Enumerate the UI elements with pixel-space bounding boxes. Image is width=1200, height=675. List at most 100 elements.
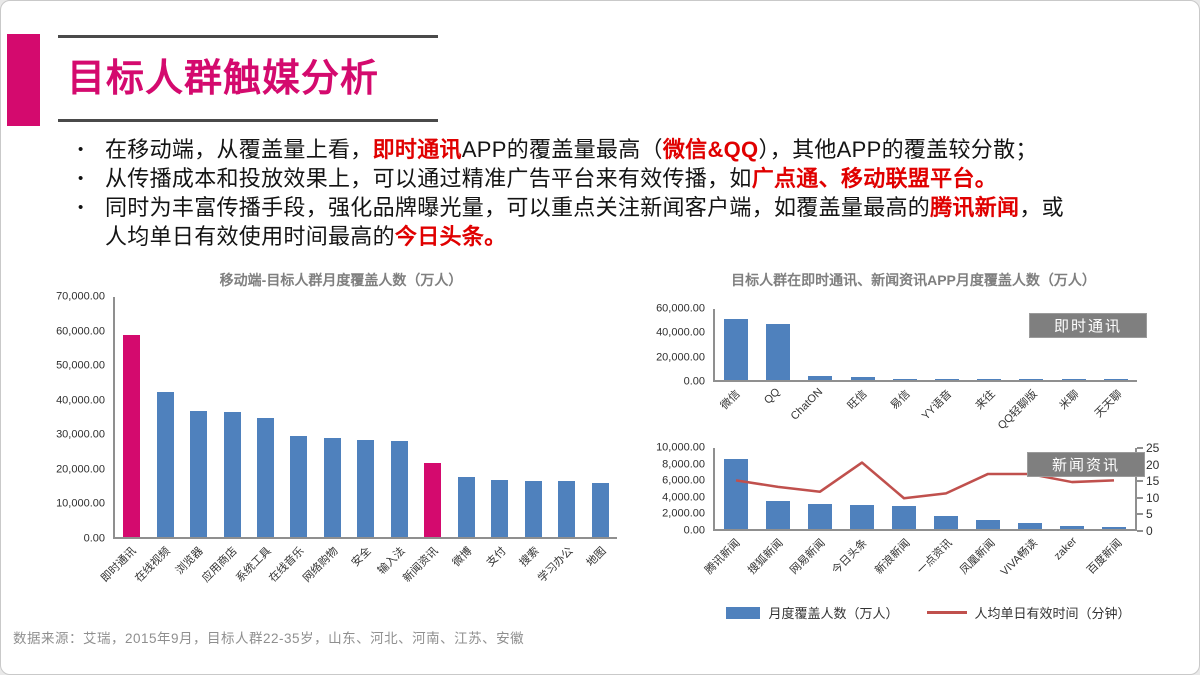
bullet-highlight-text: 即时通讯 (372, 137, 462, 162)
bullet-marker-icon: • (78, 141, 84, 158)
bullet-plain-text: 人均单日有效使用时间最高的 (105, 224, 395, 249)
bar (1061, 379, 1086, 380)
chart-im-x-labels: 微信 QQ ChatON 旺信 易信 YY语音 来往 QQ轻聊版 米聊 天天聊 (713, 382, 1137, 442)
x-axis-label: 天天聊 (1092, 388, 1125, 420)
page-title: 目标人群触媒分析 (67, 58, 380, 100)
bullet-plain-text: 在移动端，从覆盖量上看， (105, 137, 373, 162)
bullet-item: • 在移动端，从覆盖量上看，即时通讯APP的覆盖量最高（微信&QQ），其他APP的… (74, 135, 1152, 164)
title-rule-top (58, 35, 438, 38)
y-axis-label: 0.00 (683, 375, 705, 388)
x-label-slot: ChatON (789, 382, 840, 442)
bar (390, 441, 408, 537)
bar (724, 319, 749, 380)
news-tag-badge: 新闻资讯 (1027, 452, 1145, 477)
y-axis-label: 0.00 (683, 524, 705, 537)
y-axis-label: 10,000.00 (56, 497, 105, 510)
bar (808, 375, 833, 380)
title-accent-block (7, 34, 40, 126)
right-y-axis-label: 15 (1146, 474, 1160, 489)
bar (524, 481, 542, 537)
x-label-slot: 百度新闻 (1085, 531, 1137, 593)
bar (808, 503, 832, 529)
chart-mobile-y-axis: 70,000.00 60,000.00 50,000.00 40,000.00 30,0… (56, 290, 113, 544)
bullet-text: 从传播成本和投放效果上，可以通过精准广告平台来有效传播，如广点通、移动联盟平台。 (105, 164, 997, 193)
y-axis-label: 20,000.00 (56, 463, 105, 476)
chart-news-body: 10,000.00 8,000.00 6,000.00 4,000.00 2,000.0… (641, 441, 1186, 538)
x-axis-label: 微博 (450, 545, 475, 570)
chart-news-apps: 10,000.00 8,000.00 6,000.00 4,000.00 2,000.0… (641, 441, 1186, 593)
y-axis-label: 20,000.00 (656, 351, 705, 364)
x-label-slot: 学习办公 (536, 539, 584, 601)
bar (1060, 525, 1084, 529)
y-axis-label: 60,000.00 (656, 302, 705, 315)
x-axis-label: 旺信 (845, 388, 870, 413)
y-axis-label: 40,000.00 (656, 326, 705, 339)
bar (357, 439, 375, 537)
bar (935, 378, 960, 380)
x-label-slot: 旺信 (840, 382, 882, 442)
right-y-axis-label: 0 (1146, 524, 1153, 538)
bullet-highlight-text: 微信&QQ (662, 137, 759, 162)
bar (766, 500, 790, 529)
right-axis-tick (1137, 447, 1143, 449)
bar (892, 378, 917, 380)
bar (257, 418, 275, 537)
right-y-axis-label: 20 (1146, 457, 1160, 472)
bar (977, 378, 1002, 380)
y-axis-label: 4,000.00 (662, 491, 705, 504)
bullet-marker-icon: • (78, 170, 84, 187)
right-axis-tick (1137, 513, 1143, 516)
x-axis-label: 腾讯新闻 (703, 537, 743, 577)
bullet-plain-text: 同时为丰富传播手段，强化品牌曝光量，可以重点关注新闻客户端，如覆盖量最高的 (105, 195, 931, 220)
x-label-slot: 网络购物 (301, 539, 349, 601)
x-label-slot: 米聊 (1052, 382, 1094, 442)
bar (123, 334, 141, 537)
y-axis-label: 60,000.00 (56, 324, 105, 337)
chart-news-x-labels: 腾讯新闻 搜狐新闻 网易新闻 今日头条 新浪新闻 一点资讯 凤凰新闻 VIVA畅读 zaker 百… (703, 531, 1137, 593)
x-axis-label: 安全 (349, 545, 374, 570)
x-axis-label: 支付 (484, 545, 509, 570)
bullet-marker-icon: • (78, 199, 84, 216)
bar (1019, 379, 1044, 380)
y-axis-label: 10,000.00 (656, 441, 705, 454)
x-label-slot: 新闻资讯 (401, 539, 449, 601)
bullet-highlight-text: 腾讯新闻 (930, 195, 1020, 220)
x-label-slot: VIVA畅读 (998, 531, 1052, 593)
bar (1103, 378, 1128, 380)
bar (850, 504, 874, 529)
bullet-highlight-text: 今日头条 (394, 224, 485, 249)
im-tag-badge: 即时通讯 (1029, 313, 1147, 338)
right-axis-tick (1137, 530, 1143, 532)
x-axis-label: 微信 (718, 388, 743, 413)
bullet-text: 同时为丰富传播手段，强化品牌曝光量，可以重点关注新闻客户端，如覆盖量最高的腾讯新… (105, 193, 1064, 251)
x-axis-label: 米聊 (1057, 388, 1082, 413)
chart-news-y-axis-right: 25 20 15 10 5 0 (1137, 441, 1177, 538)
time-line-series (735, 461, 1115, 500)
bar (1018, 522, 1042, 529)
bullet-text: 在移动端，从覆盖量上看，即时通讯APP的覆盖量最高（微信&QQ），其他APP的覆… (105, 135, 1038, 164)
bar (223, 411, 241, 537)
legend-item-time: 人均单日有效时间（分钟） (926, 603, 1131, 622)
bullet-plain-text: ），其他APP的覆盖较分散； (758, 137, 1038, 162)
x-axis-label: 易信 (888, 388, 913, 413)
y-axis-label: 2,000.00 (662, 507, 705, 520)
bar (934, 516, 958, 529)
x-label-slot: YY语音 (920, 382, 967, 442)
x-axis-label: zaker (1052, 535, 1080, 563)
chart-legend: 月度覆盖人数（万人） 人均单日有效时间（分钟） (671, 603, 1186, 622)
chart-im-apps: 60,000.00 40,000.00 20,000.00 0.00 即时通讯 微信 Q… (641, 302, 1186, 442)
data-source-note: 数据来源：艾瑞，2015年9月，目标人群22-35岁，山东、河北、河南、江苏、安… (13, 631, 525, 646)
right-axis-tick (1137, 480, 1143, 483)
chart-right-title: 目标人群在即时通讯、新闻资讯APP月度覆盖人数（万人） (731, 272, 1096, 288)
y-axis-label: 70,000.00 (56, 290, 105, 303)
bullet-item: • 同时为丰富传播手段，强化品牌曝光量，可以重点关注新闻客户端，如覆盖量最高的腾讯… (74, 193, 1152, 251)
bullet-list: • 在移动端，从覆盖量上看，即时通讯APP的覆盖量最高（微信&QQ），其他APP的… (74, 135, 1152, 251)
bar (766, 324, 791, 380)
bar (976, 520, 1000, 529)
right-y-axis-label: 10 (1146, 490, 1160, 505)
bullet-plain-text: 从传播成本和投放效果上，可以通过精准广告平台来有效传播，如 (105, 166, 752, 191)
chart-news-plot: 新闻资讯 (713, 448, 1145, 531)
bar (558, 481, 576, 537)
x-axis-label: QQ (762, 386, 783, 407)
